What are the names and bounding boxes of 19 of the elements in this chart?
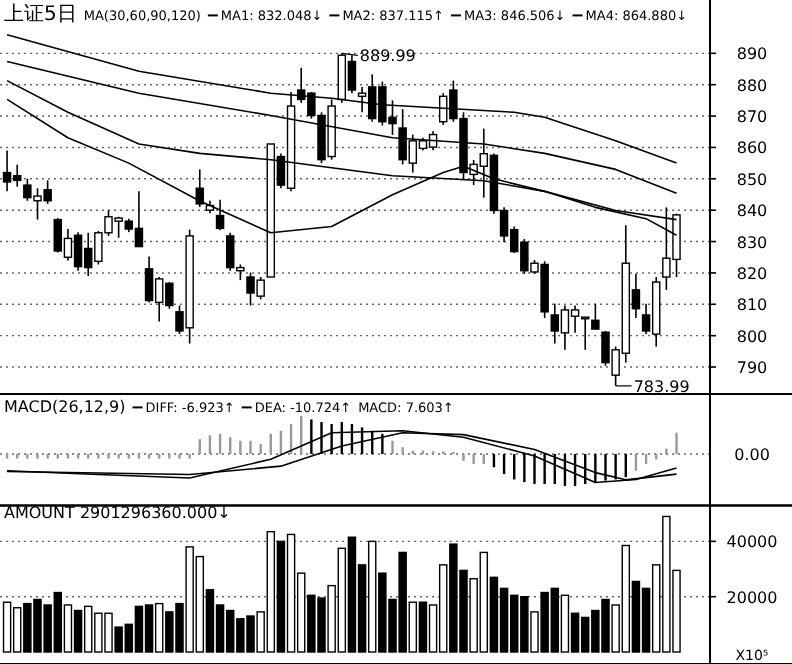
y-tick-label: 820 xyxy=(736,264,768,283)
y-tick-label: 870 xyxy=(736,108,768,127)
y-tick-label: 860 xyxy=(736,139,768,158)
y-tick-label: 790 xyxy=(736,359,768,378)
chart-title: 上证5日 xyxy=(4,2,77,26)
y-tick-label: 800 xyxy=(736,327,768,346)
y-tick-label: 830 xyxy=(736,233,768,252)
y-tick-label: 890 xyxy=(736,45,768,64)
chart-title: MACD(26,12,9) xyxy=(4,398,126,416)
chart-title: AMOUNT 2901296360.000↓ xyxy=(4,504,231,522)
annotation: 889.99 xyxy=(359,47,416,66)
y-tick-label: 840 xyxy=(736,202,768,221)
y-tick-label: 880 xyxy=(736,76,768,95)
y-tick-label: 20000 xyxy=(726,588,778,607)
y-tick-label: 810 xyxy=(736,296,768,315)
y-tick-label: 40000 xyxy=(726,533,778,552)
ref-line-label: 0.00 xyxy=(734,446,770,464)
annotation: 783.99 xyxy=(633,377,690,396)
y-tick-label: 850 xyxy=(736,170,768,189)
